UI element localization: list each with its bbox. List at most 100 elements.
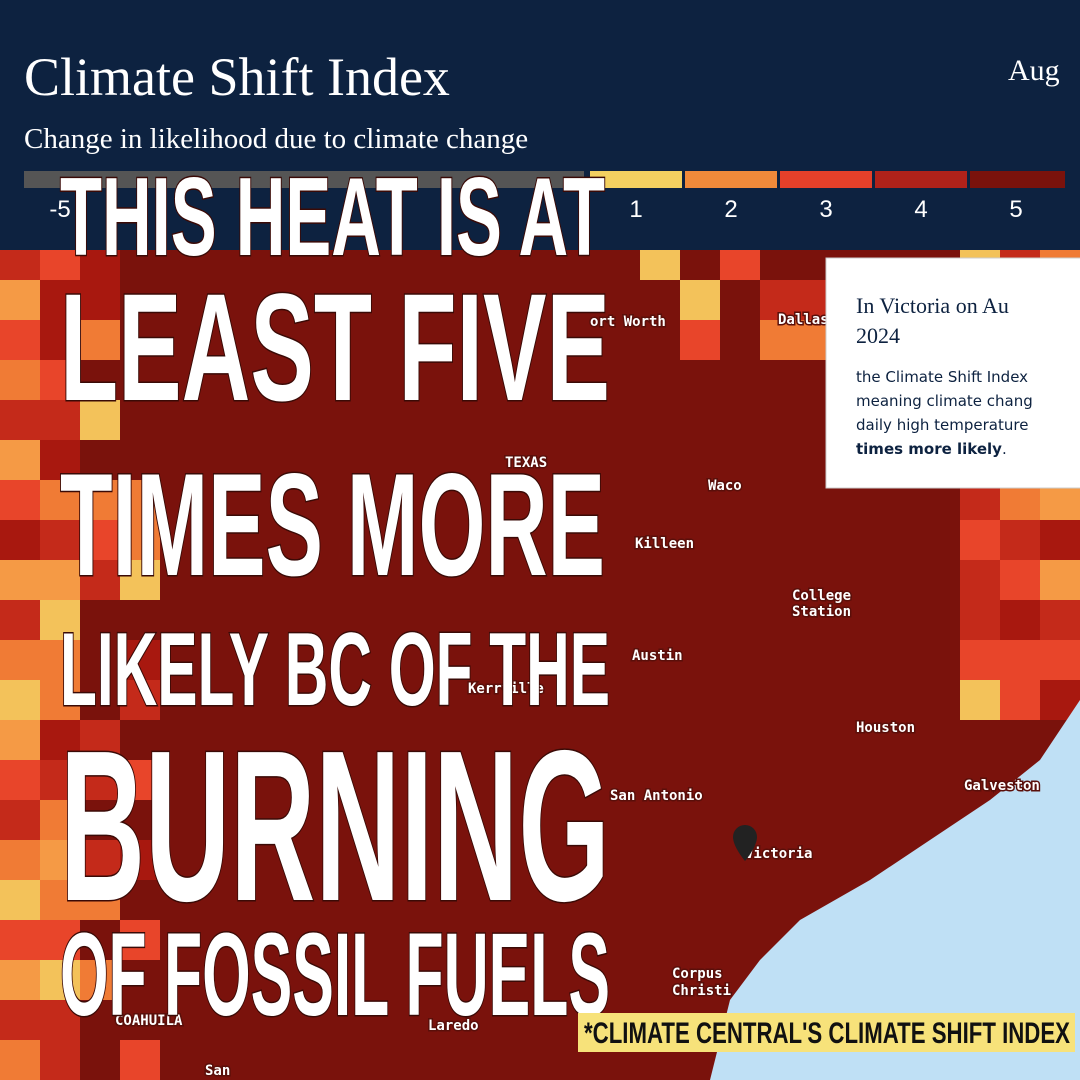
city-label: Austin bbox=[632, 648, 683, 664]
date: Aug bbox=[1008, 54, 1060, 87]
map-cell bbox=[0, 720, 40, 760]
map-cell bbox=[680, 280, 720, 320]
map-cell bbox=[960, 560, 1000, 600]
subtitle: Change in likelihood due to climate chan… bbox=[24, 123, 528, 155]
map-cell bbox=[960, 680, 1000, 720]
city-label: TEXAS bbox=[505, 455, 547, 471]
map-cell bbox=[0, 760, 40, 800]
map-cell bbox=[1040, 560, 1080, 600]
legend-swatch bbox=[780, 171, 872, 188]
map-cell bbox=[120, 840, 160, 880]
headline-line: BURNING bbox=[60, 705, 610, 946]
headline-line: TIMES MORE bbox=[60, 443, 605, 606]
map-cell bbox=[120, 920, 160, 960]
map-cell bbox=[120, 1040, 160, 1080]
map-cell bbox=[1040, 640, 1080, 680]
city-labels: ort Worth Dallas TEXAS Waco Killeen CollegeSt… bbox=[114, 311, 1042, 1080]
map-cell bbox=[80, 400, 120, 440]
legend-swatch bbox=[24, 171, 584, 188]
legend-swatch bbox=[590, 171, 682, 188]
map-cell bbox=[40, 880, 80, 920]
legend-label: 1 bbox=[629, 196, 642, 223]
map-cell bbox=[1000, 640, 1040, 680]
map-cell bbox=[760, 320, 800, 360]
city-label: Laredo bbox=[428, 1018, 479, 1034]
map-cell bbox=[80, 760, 120, 800]
map-cell bbox=[40, 920, 80, 960]
map-cell bbox=[120, 520, 160, 560]
map-cell bbox=[120, 640, 160, 680]
popup-emphasis-line: times more likely. bbox=[856, 440, 1007, 458]
popup-title: In Victoria on Au bbox=[856, 293, 1009, 318]
city-label: Waco bbox=[708, 478, 742, 494]
city-label: Houston bbox=[856, 720, 915, 736]
map-cell bbox=[960, 520, 1000, 560]
map-cell bbox=[80, 880, 120, 920]
city-label: Victoria bbox=[745, 846, 812, 862]
map-cell bbox=[40, 400, 80, 440]
city-label: COAHUILA bbox=[115, 1013, 183, 1029]
map-cell bbox=[0, 640, 40, 680]
map-cell bbox=[0, 680, 40, 720]
legend-label: 5 bbox=[1009, 196, 1022, 223]
map-cell bbox=[40, 560, 80, 600]
map-cell bbox=[80, 320, 120, 360]
city-label: ort Worth bbox=[590, 314, 666, 330]
map-cell bbox=[120, 560, 160, 600]
map-cell bbox=[80, 560, 120, 600]
legend-label: 2 bbox=[724, 196, 737, 223]
map-cell bbox=[0, 320, 40, 360]
map-cell bbox=[760, 280, 800, 320]
map-cell bbox=[1000, 520, 1040, 560]
city-label: San Antonio bbox=[610, 788, 703, 804]
map-cell bbox=[40, 960, 80, 1000]
headline-line: THIS HEAT IS AT bbox=[60, 155, 605, 279]
popup-line: the Climate Shift Index bbox=[856, 368, 1028, 386]
footnote: *CLIMATE CENTRAL'S CLIMATE SHIFT INDEX bbox=[584, 1017, 1070, 1050]
map-cell bbox=[0, 280, 40, 320]
legend-label: -5 bbox=[49, 196, 70, 223]
map-cell bbox=[1040, 600, 1080, 640]
map-cell bbox=[0, 1000, 40, 1040]
map-cell bbox=[40, 800, 80, 840]
headline-line: LIKELY BC OF THE bbox=[60, 612, 610, 728]
map-cell bbox=[40, 520, 80, 560]
city-label: San bbox=[205, 1063, 230, 1079]
city-label: College bbox=[792, 588, 851, 604]
map-cell bbox=[0, 840, 40, 880]
headline-line: OF FOSSIL FUELS bbox=[60, 909, 610, 1041]
map-cell bbox=[80, 280, 120, 320]
map-cell bbox=[680, 320, 720, 360]
headline-line: LEAST FIVE bbox=[60, 262, 610, 433]
map-cell bbox=[40, 600, 80, 640]
legend-label: 3 bbox=[819, 196, 832, 223]
city-label: Christi bbox=[672, 983, 731, 999]
location-pin bbox=[733, 825, 757, 861]
map-cell bbox=[0, 600, 40, 640]
map-cell bbox=[0, 880, 40, 920]
city-label: Corpus bbox=[672, 966, 723, 982]
map-cell bbox=[80, 480, 120, 520]
map-cell bbox=[40, 1000, 80, 1040]
map-cell bbox=[40, 720, 80, 760]
map-cell bbox=[1040, 520, 1080, 560]
legend-swatch bbox=[970, 171, 1065, 188]
map-cell bbox=[40, 840, 80, 880]
map-cell bbox=[0, 440, 40, 480]
popup-body: the Climate Shift Index meaning climate c… bbox=[856, 368, 1033, 434]
map-cell bbox=[40, 640, 80, 680]
map-cell bbox=[40, 440, 80, 480]
city-label: Killeen bbox=[635, 536, 694, 552]
gulf bbox=[710, 700, 1080, 1080]
map-cell bbox=[1000, 680, 1040, 720]
map-cell bbox=[960, 600, 1000, 640]
map-cell bbox=[0, 360, 40, 400]
header bbox=[0, 0, 1080, 250]
map-cell bbox=[0, 560, 40, 600]
map-cell bbox=[1000, 600, 1040, 640]
map-cell bbox=[40, 760, 80, 800]
popup-emphasis: times more likely bbox=[856, 440, 1002, 458]
footnote-box bbox=[578, 1013, 1075, 1052]
map-cell bbox=[40, 1040, 80, 1080]
